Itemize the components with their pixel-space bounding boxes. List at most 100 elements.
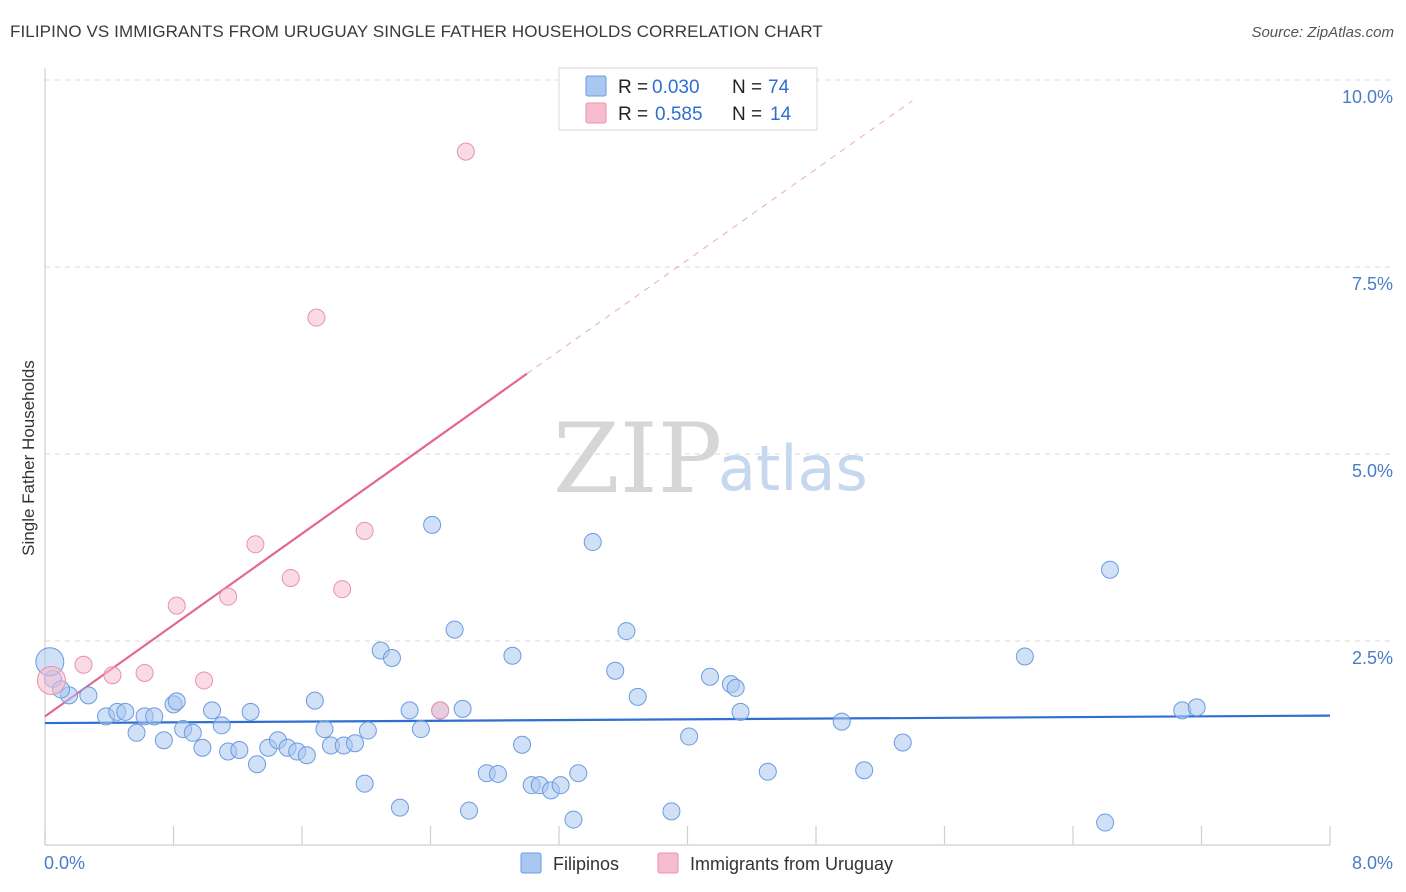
- point-uruguay: [307, 308, 326, 327]
- series-legend: Filipinos Immigrants from Uruguay: [520, 852, 893, 874]
- point-filipinos: [423, 515, 442, 534]
- point-filipinos: [382, 649, 401, 667]
- point-filipinos: [1173, 701, 1192, 720]
- series-filipinos-points: [35, 515, 1206, 832]
- y-tick-label-1: 5.0%: [1352, 461, 1393, 481]
- point-filipinos: [230, 741, 249, 760]
- point-filipinos: [726, 678, 745, 697]
- point-filipinos: [513, 735, 532, 754]
- point-uruguay: [36, 665, 66, 695]
- point-filipinos: [551, 776, 570, 795]
- point-filipinos: [700, 667, 719, 686]
- legend-n-label-pink: N =: [732, 104, 762, 125]
- point-filipinos: [583, 533, 602, 552]
- point-uruguay: [195, 671, 214, 690]
- legend-swatch-blue: [585, 75, 607, 97]
- point-filipinos: [400, 701, 419, 720]
- point-uruguay: [246, 535, 265, 554]
- point-filipinos: [127, 723, 146, 742]
- point-filipinos: [116, 702, 135, 721]
- x-tick-label-max: 8.0%: [1352, 853, 1393, 873]
- point-uruguay: [167, 596, 186, 615]
- point-filipinos: [203, 701, 222, 720]
- point-filipinos: [79, 686, 98, 705]
- point-filipinos: [241, 702, 260, 721]
- point-filipinos: [662, 802, 681, 821]
- point-filipinos: [1015, 647, 1034, 666]
- y-tick-label-3: 10.0%: [1342, 87, 1393, 107]
- source-label: Source: ZipAtlas.com: [1251, 24, 1394, 41]
- watermark-atlas: atlas: [718, 432, 868, 505]
- point-uruguay: [431, 701, 450, 720]
- y-tick-label-2: 7.5%: [1352, 274, 1393, 294]
- point-filipinos: [832, 712, 851, 731]
- point-uruguay: [103, 666, 122, 685]
- legend-r-value-blue: 0.030: [652, 77, 700, 98]
- point-filipinos: [488, 764, 507, 783]
- point-filipinos: [855, 761, 874, 780]
- legend-r-value-pink: 0.585: [655, 104, 703, 125]
- point-filipinos: [145, 707, 164, 726]
- point-uruguay: [333, 580, 352, 599]
- point-filipinos: [212, 716, 231, 735]
- correlation-legend: R = 0.030 N = 74 R = 0.585 N = 14: [558, 67, 818, 131]
- trend-line-uruguay-extension: [526, 100, 913, 375]
- point-filipinos: [617, 622, 636, 641]
- point-uruguay: [281, 568, 300, 587]
- point-filipinos: [154, 731, 173, 750]
- point-filipinos: [315, 720, 334, 739]
- point-filipinos: [445, 620, 464, 639]
- point-filipinos: [503, 646, 522, 665]
- trend-line-filipinos: [44, 714, 1331, 725]
- point-uruguay: [355, 521, 374, 540]
- point-filipinos: [1100, 560, 1119, 579]
- point-filipinos: [355, 774, 374, 793]
- point-filipinos: [564, 810, 583, 829]
- legend-n-value-pink: 14: [770, 104, 792, 125]
- point-filipinos: [569, 764, 588, 783]
- x-tick-label-min: 0.0%: [44, 853, 85, 873]
- point-filipinos: [390, 798, 409, 817]
- gridlines: 2.5% 5.0% 7.5% 10.0%: [45, 79, 1395, 668]
- bottom-legend-label-uruguay: Immigrants from Uruguay: [690, 854, 893, 874]
- point-filipinos: [460, 801, 479, 820]
- point-filipinos: [606, 661, 625, 680]
- point-uruguay: [456, 142, 475, 161]
- point-filipinos: [758, 762, 777, 781]
- trend-line-uruguay: [44, 372, 528, 718]
- point-filipinos: [411, 720, 430, 739]
- watermark-zip: ZIP: [553, 403, 722, 515]
- point-filipinos: [680, 727, 699, 746]
- point-filipinos: [893, 733, 912, 752]
- legend-swatch-pink: [585, 102, 607, 124]
- legend-r-label-pink: R =: [618, 104, 648, 125]
- point-filipinos: [193, 738, 212, 757]
- point-filipinos: [346, 734, 365, 753]
- chart-title: FILIPINO VS IMMIGRANTS FROM URUGUAY SING…: [10, 22, 823, 41]
- point-filipinos: [1187, 698, 1206, 717]
- point-uruguay: [219, 587, 238, 606]
- series-uruguay-points: [36, 142, 475, 720]
- trend-lines: [44, 100, 1331, 725]
- point-filipinos: [305, 691, 324, 710]
- bottom-legend-label-filipinos: Filipinos: [553, 854, 619, 874]
- point-uruguay: [74, 655, 93, 674]
- point-filipinos: [731, 702, 750, 721]
- point-filipinos: [248, 755, 267, 774]
- legend-n-label-blue: N =: [732, 77, 762, 98]
- point-filipinos: [297, 746, 316, 765]
- point-filipinos: [358, 721, 377, 740]
- point-filipinos: [1096, 813, 1115, 832]
- y-tick-label-0: 2.5%: [1352, 648, 1393, 668]
- point-filipinos: [628, 687, 647, 706]
- bottom-legend-swatch-filipinos: [520, 852, 542, 874]
- point-filipinos: [167, 692, 186, 711]
- legend-r-label-blue: R =: [618, 77, 648, 98]
- point-filipinos: [183, 723, 202, 742]
- point-filipinos: [453, 699, 472, 718]
- y-axis-label: Single Father Households: [19, 360, 38, 556]
- bottom-legend-swatch-uruguay: [657, 852, 679, 874]
- point-uruguay: [135, 663, 154, 682]
- legend-n-value-blue: 74: [768, 77, 790, 98]
